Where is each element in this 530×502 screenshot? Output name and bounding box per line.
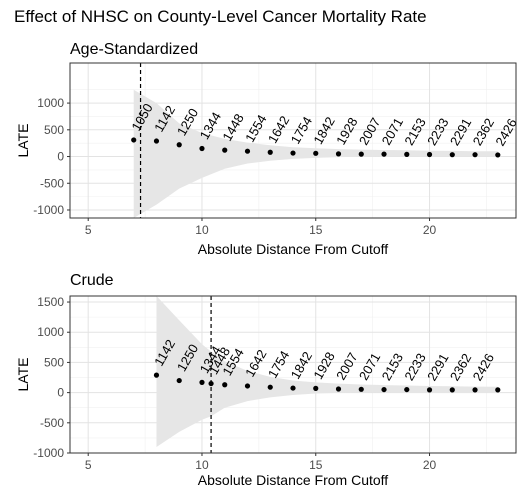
- data-point: [472, 152, 478, 158]
- data-point: [404, 151, 410, 157]
- x-tick-label: 20: [423, 458, 437, 472]
- y-tick-label: -1000: [33, 203, 64, 217]
- x-tick-label: 10: [195, 223, 209, 237]
- data-point: [208, 380, 214, 387]
- data-point: [495, 152, 501, 158]
- data-point: [199, 379, 205, 385]
- x-tick-label: 15: [309, 458, 323, 472]
- sample-size-label: 2071: [356, 350, 383, 383]
- x-tick-label: 10: [195, 458, 209, 472]
- sample-size-label: 1842: [288, 349, 315, 382]
- data-point: [153, 372, 160, 378]
- y-tick-label: -500: [40, 176, 64, 190]
- data-point: [244, 148, 251, 154]
- data-point: [313, 385, 319, 391]
- panel-title: Crude: [70, 272, 114, 289]
- y-tick-label: 1500: [37, 295, 64, 309]
- data-point: [267, 384, 273, 390]
- y-axis-label: LATE: [15, 358, 31, 392]
- sample-size-label: 2426: [470, 351, 497, 384]
- y-tick-label: 0: [57, 150, 64, 164]
- data-point: [449, 387, 455, 393]
- data-point: [313, 150, 319, 156]
- crude-panel: Crude11421250134414481554164217541842192…: [15, 272, 517, 488]
- confidence-band: [156, 296, 498, 447]
- data-point: [153, 138, 160, 144]
- sample-size-label: 2153: [379, 351, 406, 384]
- data-point: [176, 142, 182, 148]
- data-point: [290, 150, 296, 156]
- sample-size-label: 1842: [310, 114, 337, 147]
- y-tick-label: 1000: [37, 96, 64, 110]
- x-tick-label: 5: [85, 223, 92, 237]
- sample-size-label: 2362: [447, 351, 474, 384]
- sample-size-label: 1554: [242, 112, 269, 145]
- x-tick-label: 15: [309, 223, 323, 237]
- data-point: [335, 151, 342, 157]
- y-tick-label: 500: [44, 123, 64, 137]
- data-point: [381, 151, 387, 157]
- figure-title: Effect of NHSC on County-Level Cancer Mo…: [14, 7, 427, 26]
- data-point: [176, 377, 182, 384]
- sample-size-label: 1928: [310, 349, 337, 382]
- x-axis-label: Absolute Distance From Cutoff: [198, 241, 388, 257]
- panel-title: Age-Standardized: [70, 41, 198, 58]
- y-tick-label: 1000: [37, 325, 64, 339]
- x-tick-label: 20: [423, 223, 437, 237]
- data-point: [472, 387, 478, 393]
- sample-size-label: 1754: [265, 348, 292, 381]
- data-point: [426, 151, 433, 158]
- sample-size-label: 2071: [379, 115, 406, 148]
- data-point: [381, 386, 387, 393]
- data-point: [404, 386, 410, 393]
- sample-size-label: 1928: [333, 115, 360, 148]
- data-point: [290, 385, 296, 391]
- y-axis-label: LATE: [15, 124, 31, 158]
- age-standardized-panel: Age-Standardized105011421250134414481554…: [15, 41, 520, 257]
- sample-size-label: 2291: [424, 351, 451, 384]
- data-point: [244, 383, 251, 389]
- x-axis-label: Absolute Distance From Cutoff: [198, 472, 388, 488]
- data-point: [131, 137, 137, 143]
- panel-border: [69, 295, 517, 454]
- data-point: [267, 149, 273, 155]
- panel-border: [69, 62, 517, 219]
- data-point: [358, 386, 364, 392]
- data-point: [222, 147, 228, 153]
- data-point: [222, 382, 228, 388]
- sample-size-label: 1448: [219, 111, 246, 144]
- sample-size-label: 2007: [356, 115, 383, 148]
- data-point: [199, 145, 205, 152]
- x-tick-label: 5: [85, 458, 92, 472]
- data-point: [335, 386, 342, 392]
- data-point: [426, 387, 433, 393]
- y-tick-label: 500: [44, 355, 64, 369]
- data-point: [358, 151, 364, 157]
- y-tick-label: -1000: [33, 446, 64, 460]
- data-point: [495, 387, 501, 393]
- y-tick-label: 0: [57, 386, 64, 400]
- sample-size-label: 2233: [401, 351, 428, 384]
- data-point: [449, 152, 455, 158]
- y-tick-label: -500: [40, 416, 64, 430]
